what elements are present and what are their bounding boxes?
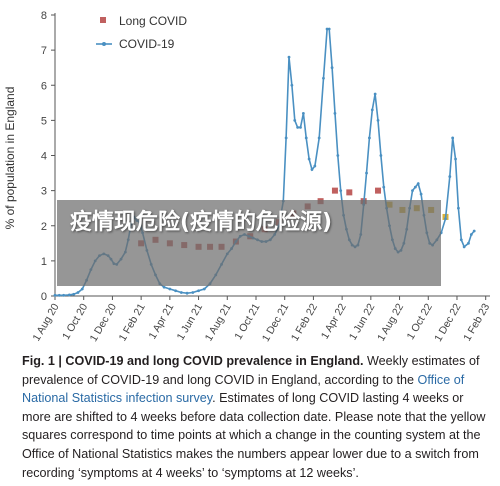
covid-19-point [459,238,463,242]
covid-19-point [57,293,61,297]
covid-19-point [325,27,329,31]
x-tick-label: 1 Aug 22 [375,301,406,343]
y-tick-label: 1 [41,256,47,268]
x-tick-label: 1 Oct 22 [405,301,435,342]
y-tick-label: 5 [41,115,47,127]
covid-19-point [168,287,172,291]
covid-19-point [330,66,334,70]
caption-fig-label: Fig. 1 | COVID-19 and long COVID prevale… [22,354,364,368]
covid-19-point [197,289,200,293]
covid-19-point [67,293,71,297]
covid-19-point [299,126,302,129]
covid-19-point [191,291,195,294]
covid-19-point [333,111,337,115]
covid-19-point [416,182,420,186]
legend-long-covid-label: Long COVID [119,14,187,28]
covid-19-point [179,291,183,294]
covid-19-point [448,175,452,178]
x-tick-label: 1 Oct 21 [232,301,262,342]
covid-19-point [202,287,206,291]
legend: Long COVID COVID-19 [96,14,187,51]
covid-19-point [379,154,383,157]
covid-19-point [370,108,374,112]
covid-19-point [310,168,314,171]
covid-19-point [327,27,331,31]
covid-19-point [368,136,371,140]
covid-19-point [72,292,76,296]
covid-19-point [457,206,460,210]
covid-19-point [53,293,57,297]
covid-19-point [296,126,300,129]
y-tick-label: 6 [41,80,47,92]
x-tick-label: 1 Feb 21 [117,301,148,343]
covid-19-point [307,157,311,161]
x-tick-label: 1 Dec 22 [432,301,463,344]
overlay-banner [57,200,441,286]
covid-19-point [411,189,414,193]
figure-caption: Fig. 1 | COVID-19 and long COVID prevale… [22,352,492,482]
covid-19-point [451,136,455,140]
covid-19-point [454,157,457,161]
covid-19-point [80,287,84,291]
covid-19-point [382,185,386,189]
x-tick-label: 1 Apr 22 [319,301,349,341]
covid-19-point [290,83,294,87]
covid-19-point [365,171,368,175]
legend-covid-19-label: COVID-19 [119,37,175,51]
x-tick-label: 1 Aug 20 [30,301,61,343]
x-tick-label: 1 Apr 21 [146,301,176,341]
y-tick-label: 3 [41,186,47,198]
covid-19-point [62,293,66,297]
y-axis: 0 1 2 3 4 5 6 7 8 [41,10,56,303]
covid-19-point [301,111,305,115]
covid-19-point [376,118,380,122]
covid-19-point [76,291,80,294]
covid-19-point [339,189,343,193]
y-tick-label: 4 [41,151,47,163]
y-tick-label: 7 [41,45,47,57]
x-tick-label: 1 Feb 22 [289,301,320,343]
long-covid-square [331,187,338,194]
caption-text-part2: . Estimates of long COVID lasting 4 week… [22,391,486,480]
covid-19-point [472,229,476,233]
covid-19-point [317,136,321,140]
covid-19-point [444,217,447,221]
covid-19-point [467,241,470,245]
y-tick-label: 8 [41,10,47,22]
covid-19-point [413,185,417,189]
covid-19-point [373,92,377,96]
covid-19-point [284,136,288,140]
x-tick-label: 1 Jun 21 [175,301,206,342]
x-tick-label: 1 Dec 20 [88,301,119,344]
covid-19-point [293,118,297,122]
y-tick-label: 0 [41,291,47,303]
x-tick-label: 1 Jun 22 [347,301,378,342]
x-tick-label: 1 Feb 23 [461,301,492,343]
covid-19-point [419,192,423,196]
ons-survey-link[interactable]: Office of National Statistics infection … [22,372,465,406]
y-tick-label: 2 [41,221,47,233]
x-tick-label: 1 Aug 21 [203,301,234,343]
x-axis: 1 Aug 201 Oct 201 Dec 201 Feb 211 Apr 21… [30,295,492,344]
y-axis-label: % of population in England [3,87,17,230]
long-covid-square [346,189,353,196]
covid-19-point [336,154,340,157]
covid-19-point [287,55,291,59]
caption-text-part1: Weekly estimates of prevalence of COVID-… [22,354,480,387]
overlay-banner-text: 疫情现危险(疫情的危险源) [70,210,333,235]
x-tick-label: 1 Dec 21 [260,301,291,344]
x-tick-label: 1 Oct 20 [60,301,90,342]
covid-19-point [469,233,473,236]
legend-long-covid-marker [100,17,106,23]
covid-19-point [313,164,317,168]
long-covid-square [375,187,382,194]
covid-19-point [322,76,325,80]
covid-19-point [185,291,189,295]
covid-19-point [462,245,466,249]
covid-19-point [162,285,166,289]
legend-covid-19-marker [102,42,106,46]
covid-19-point [304,136,308,140]
covid-19-point [174,289,177,293]
